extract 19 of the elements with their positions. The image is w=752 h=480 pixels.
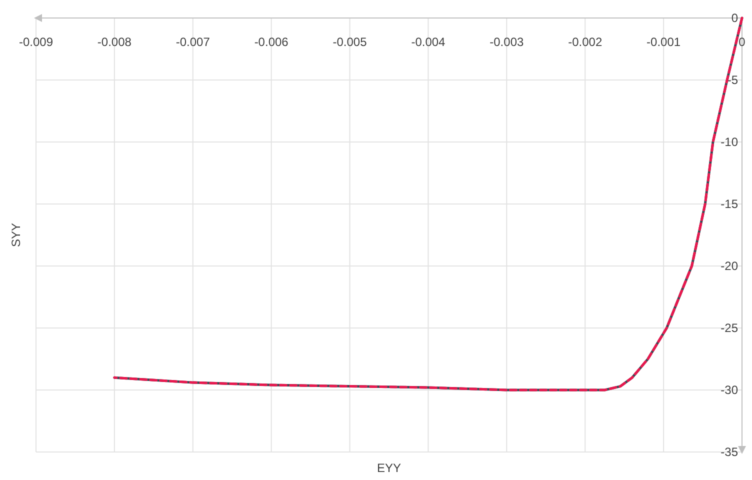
y-tick-label: -5 bbox=[727, 73, 738, 87]
y-axis-title: SYY bbox=[9, 222, 23, 248]
x-tick-label: -0.001 bbox=[646, 35, 681, 49]
y-tick-label: -35 bbox=[720, 445, 738, 459]
x-tick-label: -0.007 bbox=[176, 35, 210, 49]
y-tick-label: -10 bbox=[720, 135, 738, 149]
y-tick-label: -15 bbox=[720, 197, 738, 211]
x-tick-label: -0.008 bbox=[97, 35, 132, 49]
x-tick-label: -0.009 bbox=[18, 35, 54, 49]
x-tick-label: -0.005 bbox=[332, 35, 368, 49]
x-tick-label: -0.003 bbox=[490, 35, 524, 49]
y-tick-label: -20 bbox=[720, 259, 738, 273]
x-axis-title: EYY bbox=[376, 461, 402, 475]
x-tick-label: -0.006 bbox=[254, 35, 289, 49]
x-tick-label: -0.004 bbox=[411, 35, 446, 49]
y-tick-label: -25 bbox=[720, 321, 738, 335]
y-tick-label: 0 bbox=[731, 11, 738, 25]
x-tick-label: -0.002 bbox=[568, 35, 602, 49]
y-tick-label: -30 bbox=[720, 383, 738, 397]
